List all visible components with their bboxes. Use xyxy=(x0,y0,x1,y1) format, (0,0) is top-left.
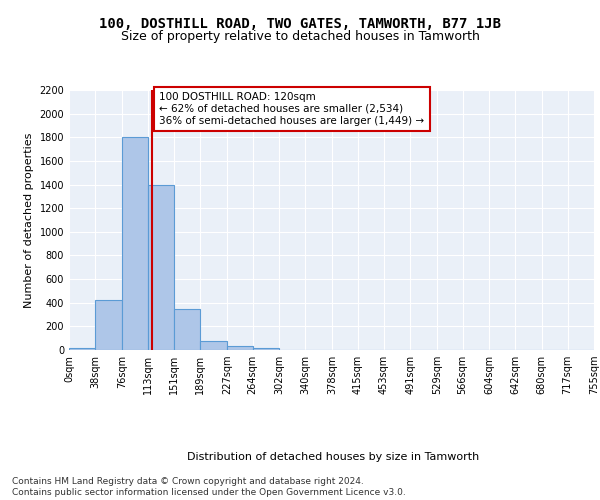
Y-axis label: Number of detached properties: Number of detached properties xyxy=(24,132,34,308)
Bar xyxy=(148,184,174,350)
Bar xyxy=(122,138,148,350)
Bar xyxy=(95,300,122,350)
Text: Size of property relative to detached houses in Tamworth: Size of property relative to detached ho… xyxy=(121,30,479,43)
Text: 100, DOSTHILL ROAD, TWO GATES, TAMWORTH, B77 1JB: 100, DOSTHILL ROAD, TWO GATES, TAMWORTH,… xyxy=(99,18,501,32)
Text: 100 DOSTHILL ROAD: 120sqm
← 62% of detached houses are smaller (2,534)
36% of se: 100 DOSTHILL ROAD: 120sqm ← 62% of detac… xyxy=(160,92,425,126)
Bar xyxy=(200,340,227,350)
Text: Contains HM Land Registry data © Crown copyright and database right 2024.
Contai: Contains HM Land Registry data © Crown c… xyxy=(12,478,406,497)
Text: Distribution of detached houses by size in Tamworth: Distribution of detached houses by size … xyxy=(187,452,479,462)
Bar xyxy=(227,346,253,350)
Bar xyxy=(253,348,279,350)
Bar xyxy=(69,348,95,350)
Bar xyxy=(174,308,200,350)
